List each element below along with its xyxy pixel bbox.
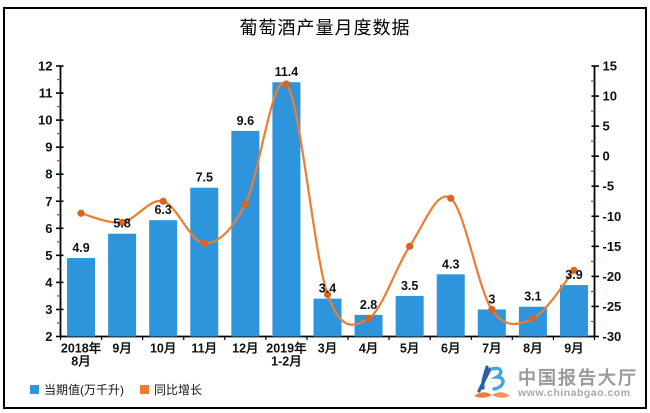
bar-value-label: 3.1 bbox=[524, 290, 541, 304]
bar bbox=[354, 314, 383, 337]
right-axis-tick-label: -10 bbox=[603, 209, 622, 224]
watermark-text: 中国报告大厅 www.chinabgao.com bbox=[518, 369, 638, 399]
left-axis-tick-label: 3 bbox=[45, 302, 52, 317]
right-axis-tick-label: 0 bbox=[603, 149, 610, 164]
watermark-brand: 中国报告大厅 bbox=[518, 368, 638, 389]
chart-title: 葡萄酒产量月度数据 bbox=[239, 18, 411, 38]
bar-value-label: 3.5 bbox=[401, 279, 418, 293]
left-axis-tick-label: 4 bbox=[45, 275, 53, 290]
left-axis-tick-label: 12 bbox=[38, 59, 52, 74]
bar-value-label: 4.9 bbox=[72, 241, 89, 255]
bar-value-label: 11.4 bbox=[275, 65, 299, 79]
line-marker bbox=[364, 314, 373, 323]
x-axis-label: 8月 bbox=[523, 342, 542, 356]
line-series bbox=[77, 80, 578, 326]
bar bbox=[108, 233, 137, 337]
right-axis-tick-label: -30 bbox=[603, 329, 622, 344]
bar-value-label: 3 bbox=[488, 292, 495, 306]
bar bbox=[190, 187, 219, 337]
legend-label-line: 同比增长 bbox=[154, 383, 203, 397]
line-marker bbox=[200, 239, 208, 247]
line-marker bbox=[159, 197, 167, 205]
left-axis-tick-label: 6 bbox=[45, 221, 52, 236]
bar-value-label: 3.9 bbox=[565, 268, 582, 282]
right-axis-tick-label: -5 bbox=[603, 179, 615, 194]
right-axis-tick-label: -20 bbox=[603, 269, 622, 284]
legend-item-yoy-growth: 同比增长 bbox=[140, 381, 202, 398]
x-axis-label: 4月 bbox=[359, 342, 378, 356]
left-axis-tick-label: 10 bbox=[38, 113, 52, 128]
chinabgao-logo-icon bbox=[474, 365, 510, 398]
bar-value-label: 9.6 bbox=[237, 114, 254, 128]
line-marker bbox=[570, 266, 578, 274]
bar-value-label: 4.3 bbox=[442, 257, 459, 271]
line-marker bbox=[406, 242, 414, 250]
bar-value-label: 7.5 bbox=[196, 171, 213, 185]
bar bbox=[559, 285, 588, 337]
right-axis-tick-label: 5 bbox=[603, 119, 610, 134]
watermark-url: www.chinabgao.com bbox=[518, 386, 631, 399]
x-axis-label: 2018年 8月 bbox=[61, 341, 102, 369]
bar bbox=[272, 82, 301, 337]
x-axis-label: 5月 bbox=[400, 342, 419, 356]
line-marker bbox=[77, 209, 85, 217]
line-marker bbox=[118, 218, 126, 226]
watermark: 中国报告大厅 www.chinabgao.com bbox=[473, 364, 638, 404]
right-axis-tick-label: -15 bbox=[603, 239, 622, 254]
right-axis-tick-label: 15 bbox=[603, 59, 617, 74]
x-axis-label: 3月 bbox=[318, 342, 337, 356]
bar-value-label: 3.4 bbox=[319, 282, 336, 296]
left-axis-tick-label: 5 bbox=[45, 248, 52, 263]
bar-value-label: 2.8 bbox=[360, 298, 377, 312]
bar bbox=[436, 274, 465, 337]
x-axis-label: 9月 bbox=[564, 342, 583, 356]
x-axis-label: 12月 bbox=[232, 342, 258, 356]
left-axis-tick-label: 11 bbox=[39, 86, 53, 101]
left-axis-tick-label: 8 bbox=[45, 167, 52, 182]
x-axis-label: 9月 bbox=[112, 342, 131, 356]
bar bbox=[395, 295, 424, 337]
bar bbox=[67, 258, 96, 337]
legend-item-current-value: 当期值(万千升) bbox=[30, 381, 124, 398]
bar bbox=[231, 130, 260, 337]
line-marker bbox=[282, 80, 291, 88]
bar-value-label: 5.8 bbox=[113, 217, 130, 231]
left-axis-tick-label: 9 bbox=[45, 140, 52, 155]
right-axis-tick-label: 10 bbox=[603, 89, 617, 104]
data-labels: 4.9 5.8 6.3 7.5 9.6 11.4 3.4 2.8 3.5 4.3 3 3.1 3.9 bbox=[72, 65, 582, 312]
line-marker bbox=[241, 200, 249, 208]
bar-series bbox=[67, 82, 588, 337]
right-axis-tick-label: -25 bbox=[603, 299, 622, 314]
line-marker bbox=[529, 314, 537, 323]
line-marker bbox=[447, 194, 455, 202]
x-axis-label: 10月 bbox=[150, 342, 176, 356]
x-axis-label: 11月 bbox=[191, 342, 217, 356]
legend: 当期值(万千升) 同比增长 bbox=[30, 381, 202, 398]
line-marker bbox=[323, 290, 332, 299]
legend-label-bar: 当期值(万千升) bbox=[44, 383, 124, 397]
left-axis-tick-label: 2 bbox=[45, 329, 52, 344]
bar bbox=[149, 220, 178, 337]
bar bbox=[477, 309, 506, 337]
legend-swatch-bar bbox=[30, 385, 39, 394]
legend-swatch-line bbox=[140, 385, 149, 394]
x-axis-label: 6月 bbox=[441, 342, 460, 356]
left-axis-tick-label: 7 bbox=[45, 194, 52, 209]
bar bbox=[313, 298, 342, 337]
line-marker bbox=[488, 305, 496, 314]
bar-value-label: 6.3 bbox=[154, 203, 171, 217]
yoy-line bbox=[80, 81, 575, 326]
x-axis-label: 7月 bbox=[482, 342, 501, 356]
x-axis-label: 2019年 1-2月 bbox=[266, 341, 307, 369]
